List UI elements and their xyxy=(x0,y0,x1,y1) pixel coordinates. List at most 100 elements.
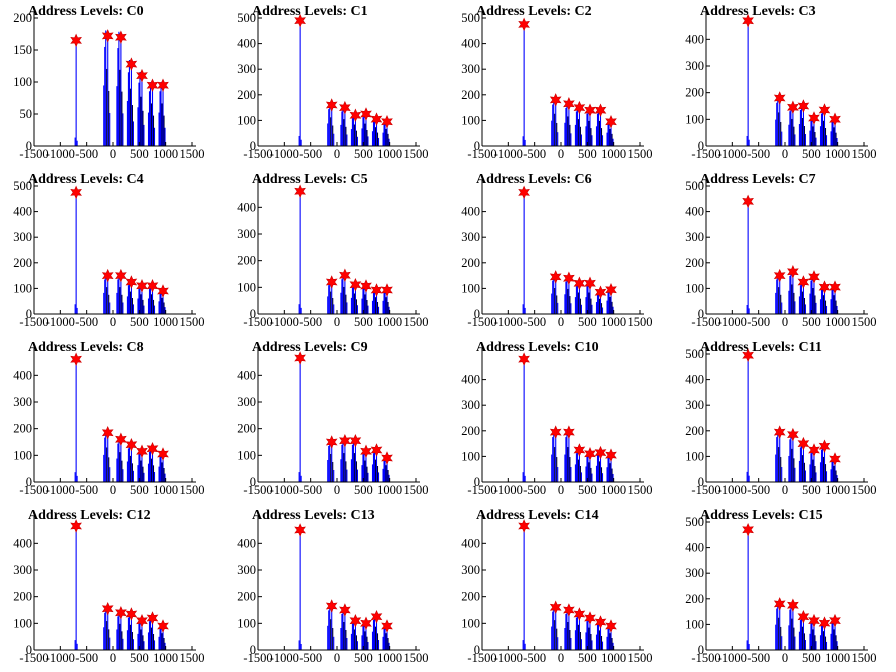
x-tick-label: 1000 xyxy=(825,315,850,329)
peak-marker xyxy=(594,103,607,117)
y-tick-label: 0 xyxy=(698,139,704,153)
peak-marker xyxy=(773,268,786,283)
y-tick-label: 0 xyxy=(250,643,256,657)
x-tick-label: -1500 xyxy=(19,651,48,665)
peak-marker xyxy=(325,435,338,449)
peak-marker xyxy=(818,103,831,117)
histogram-bars xyxy=(298,530,390,650)
y-tick-label: 400 xyxy=(685,541,704,555)
x-tick-label: -1500 xyxy=(19,147,48,161)
peak-marker xyxy=(157,78,169,92)
x-tick-label: 1500 xyxy=(404,315,429,329)
x-tick-label: 0 xyxy=(334,147,340,161)
peak-marker xyxy=(787,427,799,442)
y-tick-label: 300 xyxy=(13,563,32,577)
x-tick-label: -1000 xyxy=(494,651,523,665)
y-tick-label: 0 xyxy=(250,139,256,153)
x-tick-label: -1500 xyxy=(467,651,496,665)
histogram-plot: 0 100 200 300 400 500 -1500-1000 -500 0 500 1000 15… xyxy=(685,347,876,497)
peak-marker xyxy=(518,17,530,32)
peak-marker xyxy=(325,599,338,613)
peak-marker xyxy=(360,279,372,293)
peak-marker xyxy=(573,276,586,291)
peak-marker xyxy=(381,283,393,297)
x-tick-label: 500 xyxy=(578,147,597,161)
x-tick-label: 1000 xyxy=(153,483,178,497)
chart-title: Address Levels: C12 xyxy=(28,508,151,523)
peak-marker xyxy=(549,93,562,107)
peak-marker xyxy=(518,519,530,533)
y-tick-label: 100 xyxy=(13,75,32,89)
peak-marker xyxy=(101,425,114,440)
chart-title: Address Levels: C1 xyxy=(252,4,368,19)
x-tick-label: -500 xyxy=(523,651,546,665)
peak-marker xyxy=(136,279,148,293)
y-tick-label: 300 xyxy=(237,62,256,76)
peak-marker xyxy=(360,616,372,631)
y-tick-label: 400 xyxy=(237,37,256,51)
y-tick-label: 300 xyxy=(461,62,480,76)
histogram-panel-c5: Address Levels: C5 0 100 200 300 400 -1500 -100… xyxy=(224,168,448,336)
histogram-panel-c7: Address Levels: C7 0 100 200 300 400 500 -1500-… xyxy=(672,168,896,336)
peak-marker xyxy=(115,432,127,447)
x-tick-label: -1500 xyxy=(243,483,272,497)
y-tick-label: 0 xyxy=(474,139,480,153)
peak-marker xyxy=(101,268,114,283)
y-tick-label: 400 xyxy=(685,205,704,219)
peak-marker xyxy=(349,613,362,628)
chart-title: Address Levels: C13 xyxy=(252,508,375,523)
x-tick-label: 500 xyxy=(578,315,597,329)
peak-marker xyxy=(339,268,351,283)
histogram-panel-c0: Address Levels: C0 0 50 100 150 200 -1500 -1000… xyxy=(0,0,224,168)
peak-marker xyxy=(370,112,383,126)
y-tick-label: 200 xyxy=(685,592,704,606)
peak-marker xyxy=(573,100,586,115)
peak-marker xyxy=(294,351,306,365)
y-tick-label: 400 xyxy=(461,536,480,550)
x-tick-label: -500 xyxy=(523,315,546,329)
peak-marker xyxy=(349,433,362,448)
histogram-bars xyxy=(74,526,166,650)
y-tick-label: 200 xyxy=(461,256,480,270)
histogram-plot: 0 100 200 300 400 500 -1500-1000 -500 0 500 1000 15… xyxy=(13,179,204,329)
histogram-bars xyxy=(522,192,614,314)
histogram-panel-c1: Address Levels: C1 0 100 200 300 400 500 -1500-… xyxy=(224,0,448,168)
peak-marker xyxy=(136,613,148,628)
peak-marker xyxy=(829,280,841,294)
y-tick-label: 100 xyxy=(237,616,256,630)
peak-marker xyxy=(808,270,820,284)
peak-marker xyxy=(573,443,586,457)
peak-marker xyxy=(742,522,754,537)
y-tick-label: 100 xyxy=(13,448,32,462)
histogram-bars xyxy=(298,20,390,146)
y-tick-label: 100 xyxy=(237,280,256,294)
chart-title: Address Levels: C5 xyxy=(252,172,368,187)
y-tick-label: 300 xyxy=(685,398,704,412)
x-tick-label: -1500 xyxy=(691,651,720,665)
x-tick-label: 500 xyxy=(130,651,149,665)
y-tick-label: 300 xyxy=(685,566,704,580)
peak-marker xyxy=(325,275,338,289)
x-tick-label: 500 xyxy=(578,651,597,665)
x-tick-label: -1500 xyxy=(19,315,48,329)
peak-marker xyxy=(70,185,82,200)
peak-marker xyxy=(146,78,159,92)
peak-marker xyxy=(787,100,799,115)
peak-marker xyxy=(818,439,831,453)
peak-marker xyxy=(563,425,575,439)
peak-marker xyxy=(594,445,607,460)
histogram-bars xyxy=(74,192,166,314)
peak-marker xyxy=(549,425,562,439)
histogram-bars xyxy=(746,20,838,146)
peak-marker xyxy=(584,103,596,117)
y-tick-label: 150 xyxy=(13,43,32,57)
x-tick-label: 1000 xyxy=(825,651,850,665)
x-tick-label: 1500 xyxy=(628,651,653,665)
peak-marker xyxy=(549,600,562,615)
histogram-plot: 0 100 200 300 400 -1500-1000 -500 0 500 1000 1500 xyxy=(461,180,653,329)
x-tick-label: -1000 xyxy=(494,147,523,161)
peak-marker xyxy=(125,275,138,289)
x-tick-label: -500 xyxy=(747,651,770,665)
peak-marker xyxy=(349,277,362,292)
peak-marker xyxy=(157,619,169,633)
